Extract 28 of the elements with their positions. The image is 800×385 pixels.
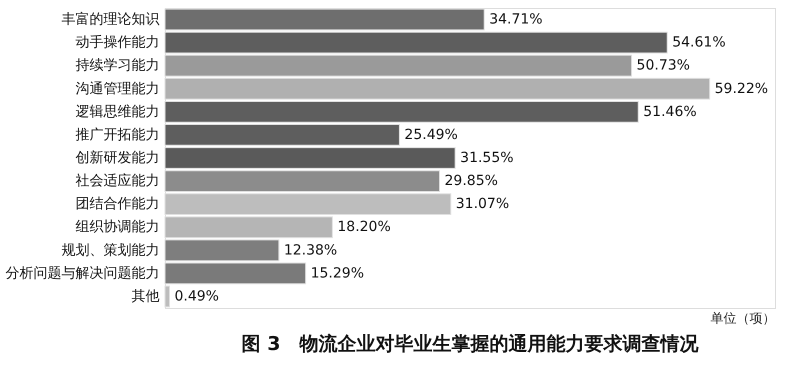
data-label: 29.85% <box>444 173 498 190</box>
y-tick-label: 推广开拓能力 <box>76 126 160 143</box>
y-tick-label: 沟通管理能力 <box>76 80 160 97</box>
y-tick-label: 组织协调能力 <box>76 219 160 236</box>
y-tick-label: 逻辑思维能力 <box>76 104 160 120</box>
y-tick-label: 分析问题与解决问题能力 <box>6 265 160 282</box>
y-tick-label: 创新研发能力 <box>76 150 160 166</box>
data-label: 15.29% <box>310 265 364 282</box>
data-label: 25.49% <box>404 126 458 143</box>
data-label: 31.07% <box>456 196 510 212</box>
data-label: 31.55% <box>460 150 514 166</box>
y-tick-label: 社会适应能力 <box>76 173 160 190</box>
data-label: 12.38% <box>284 242 338 258</box>
data-label: 18.20% <box>337 219 391 236</box>
data-label: 51.46% <box>643 104 697 120</box>
y-tick-label: 团结合作能力 <box>76 196 160 212</box>
data-label: 50.73% <box>636 58 690 74</box>
y-tick-label: 丰富的理论知识 <box>62 12 160 28</box>
y-tick-label: 动手操作能力 <box>76 34 160 51</box>
y-tick-label: 持续学习能力 <box>76 58 160 74</box>
text: 单位（项） <box>710 312 776 326</box>
data-label: 0.49% <box>174 288 219 304</box>
data-label: 34.71% <box>489 12 543 28</box>
text: 图 3 物流企业对毕业生掌握的通用能力要求调查情况 <box>242 333 700 355</box>
y-tick-label: 规划、策划能力 <box>62 242 160 258</box>
y-tick-label: 其他 <box>132 288 160 304</box>
data-label: 54.61% <box>672 34 726 51</box>
data-label: 59.22% <box>714 80 768 97</box>
